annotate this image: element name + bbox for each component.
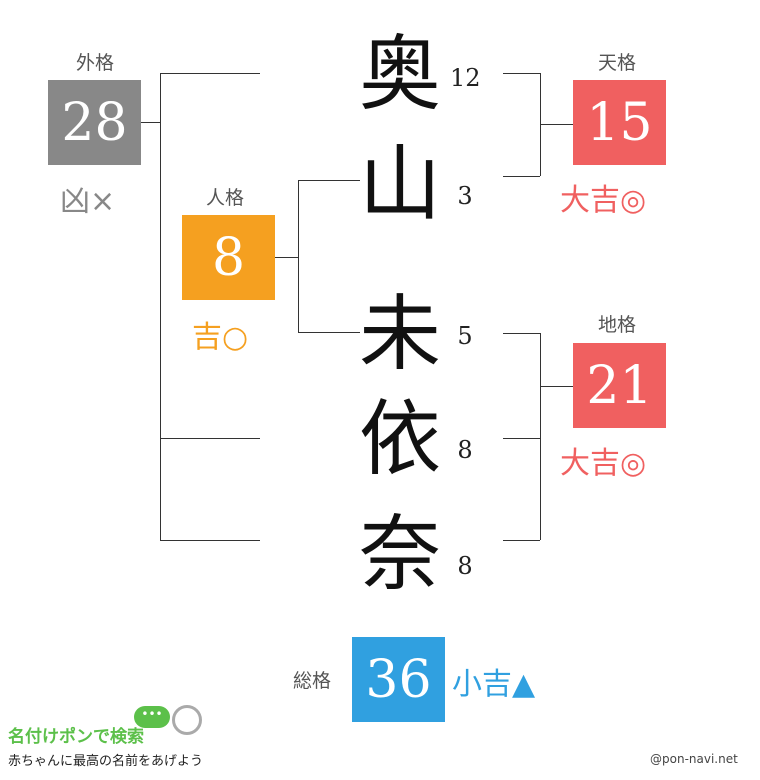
- stroke-count: 8: [457, 552, 473, 580]
- tenkaku-fortune: 大吉◎: [560, 183, 647, 218]
- gaikaku-fortune: 凶×: [60, 184, 116, 219]
- soukaku-value: 36: [352, 637, 445, 722]
- line: [160, 73, 260, 74]
- chikaku-value: 21: [573, 343, 666, 428]
- name-char: 山: [358, 137, 441, 232]
- gaikaku-value: 28: [48, 80, 141, 165]
- logo-text: 名付けポンで検索: [8, 727, 144, 747]
- name-char: 依: [358, 392, 441, 487]
- line: [503, 540, 540, 541]
- line: [298, 180, 360, 181]
- line: [275, 257, 298, 258]
- soukaku-fortune: 小吉▲: [452, 667, 536, 702]
- line: [503, 176, 540, 177]
- line: [160, 540, 260, 541]
- line: [298, 180, 299, 332]
- stroke-count: 5: [457, 322, 473, 350]
- line: [540, 124, 573, 125]
- name-char: 奈: [358, 507, 441, 602]
- line: [540, 386, 573, 387]
- jinkaku-value: 8: [182, 215, 275, 300]
- line: [141, 122, 160, 123]
- gaikaku-label: 外格: [75, 52, 114, 74]
- line: [160, 438, 260, 439]
- site-credit: @pon-navi.net: [650, 752, 738, 766]
- line: [298, 332, 360, 333]
- tagline: 赤ちゃんに最高の名前をあげよう: [8, 754, 204, 769]
- soukaku-label: 総格: [292, 670, 331, 692]
- line: [503, 438, 540, 439]
- line: [540, 333, 541, 540]
- tenkaku-value: 15: [573, 80, 666, 165]
- jinkaku-label: 人格: [205, 187, 244, 209]
- name-char: 未: [358, 287, 441, 382]
- tenkaku-label: 天格: [597, 52, 636, 74]
- chikaku-fortune: 大吉◎: [560, 446, 647, 481]
- chikaku-label: 地格: [597, 314, 636, 336]
- stroke-count: 8: [457, 436, 473, 464]
- stroke-count: 3: [457, 182, 473, 210]
- line: [160, 73, 161, 540]
- stroke-count: 12: [450, 64, 481, 92]
- line: [503, 73, 540, 74]
- baby-face-icon: [172, 705, 202, 735]
- jinkaku-fortune: 吉○: [192, 320, 249, 355]
- line: [503, 333, 540, 334]
- chat-bubble-icon: •••: [134, 706, 170, 728]
- name-char: 奥: [358, 27, 441, 122]
